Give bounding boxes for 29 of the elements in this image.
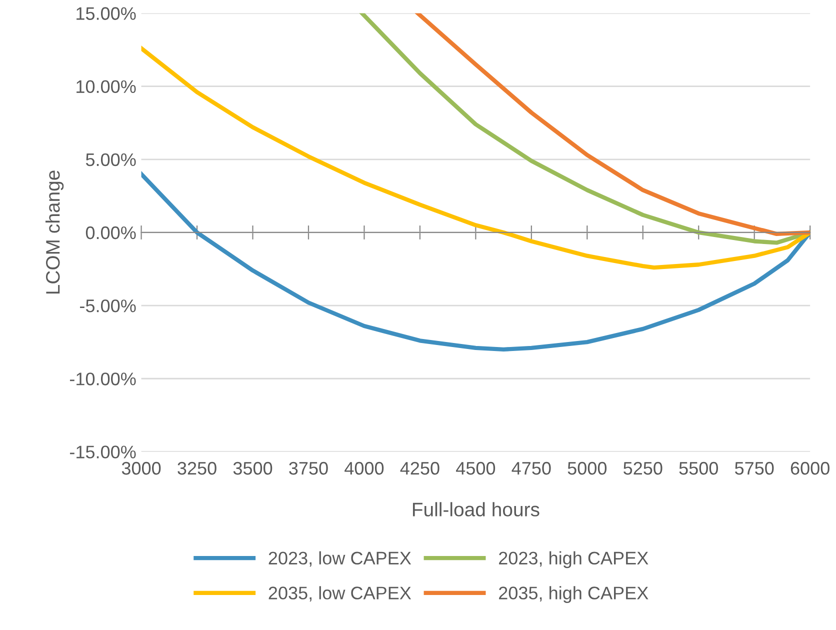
line-series xyxy=(141,46,810,270)
y-tick-label: -15.00% xyxy=(70,446,136,458)
x-tick-label: 4500 xyxy=(456,462,496,475)
legend-label: 2023, low CAPEX xyxy=(268,551,412,567)
x-tick-label: 6000 xyxy=(790,462,830,475)
x-tick-label: 3250 xyxy=(178,462,216,475)
y-tick-label: 15.00% xyxy=(76,7,136,20)
y-tick-label: -5.00% xyxy=(80,299,136,312)
legend-label: 2035, low CAPEX xyxy=(268,586,412,602)
y-tick-label: 10.00% xyxy=(76,80,136,94)
x-tick-label: 4750 xyxy=(512,462,551,475)
y-tick-label: 5.00% xyxy=(86,153,136,166)
y-axis-title: LCOM change xyxy=(45,170,64,294)
legend-label: 2035, high CAPEX xyxy=(499,586,648,603)
line-series xyxy=(416,13,810,236)
line-series xyxy=(141,172,810,352)
x-tick-label: 5750 xyxy=(734,462,774,475)
x-tick-label: 3500 xyxy=(233,462,272,475)
y-tick-label: 0.00% xyxy=(86,226,136,240)
x-tick-label: 5250 xyxy=(624,462,662,475)
x-tick-label: 4000 xyxy=(344,462,384,475)
x-tick-label: 3750 xyxy=(289,462,328,475)
x-tick-label: 5000 xyxy=(568,462,607,475)
legend-label: 2023, high CAPEX xyxy=(499,551,648,568)
x-axis-title: Full-load hours xyxy=(412,502,540,516)
x-tick-label: 4250 xyxy=(400,462,440,475)
x-tick-label: 5500 xyxy=(679,462,718,475)
x-tick-label: 3000 xyxy=(122,462,161,475)
y-tick-label: -10.00% xyxy=(70,372,136,386)
